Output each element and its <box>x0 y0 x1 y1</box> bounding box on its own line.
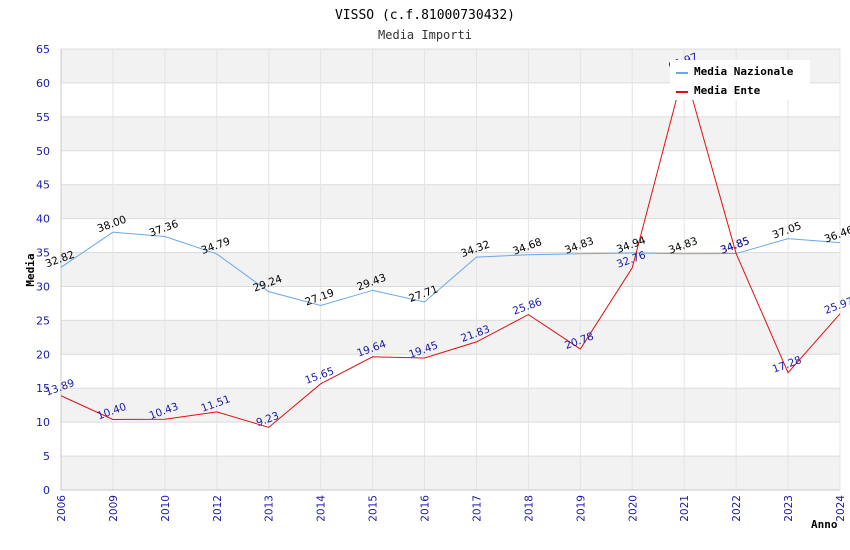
x-tick-label: 2021 <box>679 495 691 522</box>
grid-band <box>61 252 840 287</box>
x-tick-label: 2015 <box>368 495 380 522</box>
x-tick-label: 2023 <box>783 495 795 522</box>
chart-subtitle: Media Importi <box>378 28 472 42</box>
x-tick-label: 2017 <box>471 495 483 522</box>
y-axis-label: Media <box>24 253 37 286</box>
x-tick-label: 2020 <box>627 495 639 522</box>
y-tick-label: 15 <box>36 382 50 395</box>
y-tick-label: 45 <box>36 179 50 192</box>
legend-label-ente: Media Ente <box>694 84 761 97</box>
y-axis: 0 5 10 15 20 25 30 35 40 45 50 55 60 65 <box>36 43 62 497</box>
y-tick-label: 0 <box>43 484 50 497</box>
y-tick-label: 20 <box>36 348 50 361</box>
grid-band <box>61 184 840 219</box>
y-tick-label: 5 <box>43 450 50 463</box>
x-tick-label: 2013 <box>264 495 276 522</box>
x-axis-label: Anno <box>811 518 838 531</box>
x-tick-label: 2010 <box>160 495 172 522</box>
x-axis: 2006 2009 2010 2012 2013 2014 2015 2016 2017 2018… <box>56 489 847 522</box>
grid-band <box>61 116 840 151</box>
grid-band <box>61 320 840 355</box>
y-tick-label: 25 <box>36 314 50 327</box>
chart-title: VISSO (c.f.81000730432) <box>335 8 515 23</box>
x-tick-label: 2016 <box>420 495 432 522</box>
y-tick-label: 40 <box>36 213 50 226</box>
y-tick-label: 30 <box>36 280 50 293</box>
x-tick-label: 2018 <box>523 495 535 522</box>
series-line-0 <box>60 231 841 307</box>
y-tick-label: 10 <box>36 416 50 429</box>
x-tick-label: 2019 <box>575 495 587 522</box>
x-tick-label: 2009 <box>108 495 120 522</box>
x-tick-label: 2022 <box>731 495 743 522</box>
series-lines <box>60 67 841 428</box>
legend-label-nazionale: Media Nazionale <box>694 65 794 78</box>
series-line-1 <box>60 67 841 428</box>
grid-band <box>61 388 840 423</box>
y-tick-label: 60 <box>36 77 50 90</box>
grid-bands <box>60 48 841 491</box>
legend-box <box>670 60 810 100</box>
y-tick-label: 65 <box>36 43 50 56</box>
y-tick-label: 50 <box>36 145 50 158</box>
y-tick-label: 55 <box>36 111 50 124</box>
x-tick-label: 2024 <box>835 495 847 522</box>
x-tick-label: 2014 <box>316 495 328 522</box>
x-tick-label: 2012 <box>212 495 224 522</box>
legend: Media Nazionale Media Ente <box>670 60 810 100</box>
y-tick-label: 35 <box>36 247 50 260</box>
grid-band <box>61 456 840 490</box>
x-tick-label: 2006 <box>56 495 68 522</box>
